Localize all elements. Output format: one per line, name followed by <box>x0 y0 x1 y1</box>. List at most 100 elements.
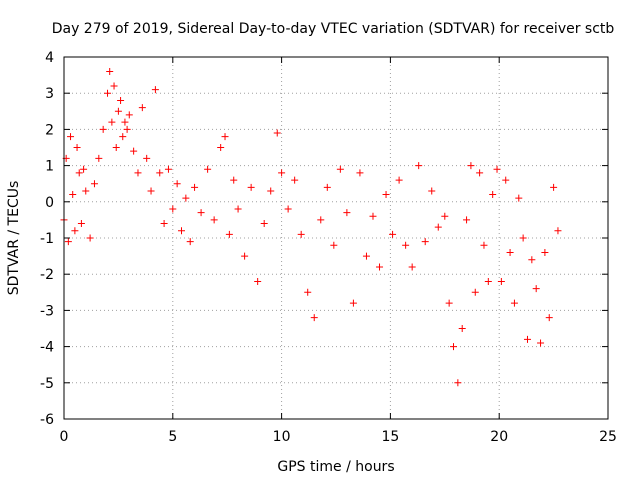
data-point <box>506 248 514 256</box>
data-point <box>493 165 501 173</box>
data-point <box>217 144 225 151</box>
x-tick-label: 10 <box>273 429 291 445</box>
y-tick-label: -4 <box>40 340 54 356</box>
data-point <box>278 169 286 177</box>
data-point <box>532 285 540 293</box>
data-point <box>75 169 83 177</box>
data-point <box>515 194 523 202</box>
data-point <box>110 82 118 90</box>
data-point <box>402 241 410 249</box>
data-point <box>95 154 103 162</box>
data-point <box>441 212 449 220</box>
data-point <box>428 187 436 195</box>
data-point <box>90 180 98 188</box>
data-point <box>343 209 351 217</box>
y-tick-label: 1 <box>45 159 54 175</box>
data-point <box>80 165 88 173</box>
data-point <box>454 379 462 387</box>
x-axis-label: GPS time / hours <box>277 459 394 475</box>
y-tick-label: -5 <box>40 376 54 392</box>
data-point <box>77 220 85 228</box>
data-point <box>382 191 390 199</box>
data-point <box>528 256 536 264</box>
data-point <box>197 209 205 217</box>
data-point <box>369 212 377 220</box>
data-point <box>484 277 492 285</box>
data-point <box>114 107 122 115</box>
data-point <box>284 205 292 213</box>
data-point <box>519 234 527 242</box>
data-point <box>169 205 177 213</box>
data-point <box>134 169 142 177</box>
data-point <box>147 187 155 195</box>
data-point <box>108 118 116 126</box>
data-point <box>408 263 416 271</box>
data-point <box>191 183 199 191</box>
data-point <box>71 227 79 235</box>
data-point <box>130 147 138 155</box>
data-point <box>117 96 125 104</box>
y-tick-label: 2 <box>45 122 54 138</box>
y-tick-label: 0 <box>45 195 54 211</box>
data-point <box>225 230 233 238</box>
x-tick-label: 0 <box>60 429 69 445</box>
data-point <box>356 169 364 177</box>
data-point <box>82 187 90 195</box>
data-point <box>304 288 312 296</box>
data-point <box>537 339 545 347</box>
data-point <box>178 227 186 235</box>
data-point <box>421 238 429 246</box>
x-tick-label: 15 <box>381 429 399 445</box>
data-point <box>497 277 505 285</box>
data-point <box>523 335 531 343</box>
data-point <box>221 133 229 141</box>
data-point <box>64 238 72 246</box>
data-point <box>349 299 357 307</box>
data-point <box>550 183 558 191</box>
data-point <box>138 104 146 112</box>
data-point <box>260 220 268 228</box>
axis-ticks: 0 5 10 15 20 25 -6 -5 -4 -3 -2 -1 0 1 2 3 4 <box>40 50 617 445</box>
y-tick-label: 4 <box>45 50 54 66</box>
data-point <box>476 169 484 177</box>
data-point <box>156 169 164 177</box>
data-point <box>182 194 190 202</box>
y-tick-label: -1 <box>40 231 54 247</box>
data-point <box>125 111 133 119</box>
x-tick-label: 5 <box>168 429 177 445</box>
data-point <box>510 299 518 307</box>
data-point <box>463 216 471 224</box>
data-point <box>502 176 510 184</box>
x-tick-label: 20 <box>490 429 508 445</box>
data-point <box>297 230 305 238</box>
chart-title: Day 279 of 2019, Sidereal Day-to-day VTE… <box>52 21 615 37</box>
data-point <box>247 183 255 191</box>
data-point <box>164 165 172 173</box>
data-point <box>467 162 475 170</box>
data-point <box>86 234 94 242</box>
data-point <box>330 241 338 249</box>
y-tick-label: 3 <box>45 86 54 102</box>
data-point <box>104 89 112 97</box>
data-point <box>186 238 194 246</box>
y-tick-label: -3 <box>40 303 54 319</box>
data-point <box>415 162 423 170</box>
data-point <box>119 133 127 141</box>
data-point <box>99 125 107 133</box>
y-tick-label: -2 <box>40 267 54 283</box>
y-tick-label: -6 <box>40 412 54 428</box>
grid-lines <box>64 57 608 419</box>
data-point <box>106 67 114 75</box>
data-point <box>362 252 370 260</box>
data-point <box>480 241 488 249</box>
data-point <box>445 299 453 307</box>
data-point <box>336 165 344 173</box>
data-point <box>291 176 299 184</box>
data-point <box>151 86 159 94</box>
data-point <box>323 183 331 191</box>
data-point <box>210 216 218 224</box>
data-point <box>204 165 212 173</box>
data-point <box>395 176 403 184</box>
data-point <box>554 227 562 235</box>
